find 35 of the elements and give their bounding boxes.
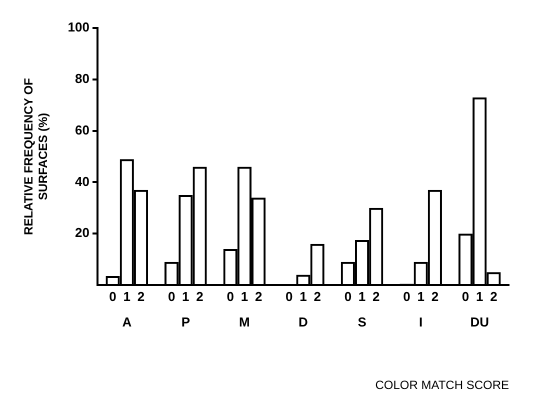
legend-label: 2 — [431, 289, 439, 304]
x-tick-label: M — [239, 314, 250, 330]
y-tick-label: 100 — [68, 20, 90, 35]
text: 1 — [240, 289, 248, 304]
text: 0 — [462, 289, 470, 304]
text: 2 — [137, 289, 145, 304]
text: 0 — [344, 289, 352, 304]
x-tick-label: D — [298, 314, 308, 330]
text: 0 — [403, 289, 410, 304]
x-tick-label: A — [122, 314, 132, 330]
legend-label: 1 — [358, 289, 366, 304]
legend-label: 0 — [168, 289, 176, 304]
text: 2 — [372, 289, 380, 304]
text: 0 — [286, 289, 293, 304]
text: 1 — [123, 289, 130, 304]
text: 1 — [182, 289, 190, 304]
text: 0 — [226, 289, 234, 304]
y-tick-label: 20 — [75, 225, 90, 240]
text: 1 — [417, 289, 424, 304]
x-tick-label: S — [358, 314, 367, 330]
y-tick-label: 40 — [75, 174, 90, 189]
text: 2 — [196, 289, 204, 304]
text: 1 — [300, 289, 307, 304]
text: 2 — [314, 289, 321, 304]
x-tick-label: I — [419, 314, 423, 330]
text: 2 — [490, 289, 498, 304]
text: 2 — [254, 289, 262, 304]
y-axis-title: RELATIVE FREQUENCY OF SURFACES (%) — [22, 78, 50, 235]
text: 1 — [476, 289, 484, 304]
x-axis-title: COLOR MATCH SCORE — [375, 378, 509, 392]
text: 0 — [109, 289, 116, 304]
x-tick-label: DU — [470, 314, 489, 330]
y-tick-label: 80 — [75, 70, 90, 86]
y-tick-label: 60 — [75, 122, 90, 138]
x-tick-label: P — [181, 314, 190, 330]
